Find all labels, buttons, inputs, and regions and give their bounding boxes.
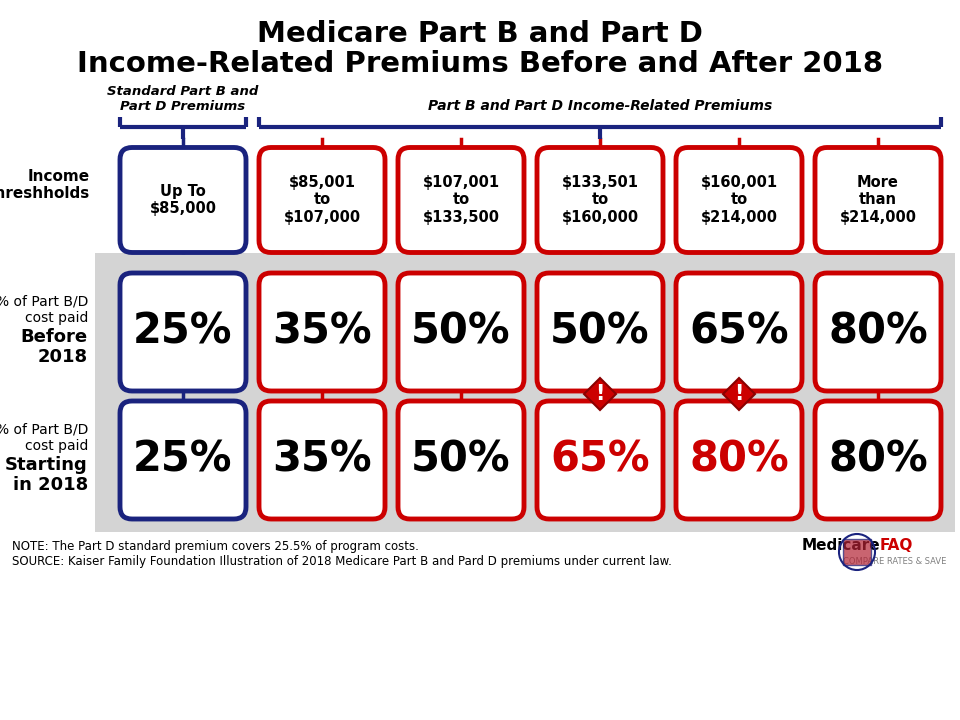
Text: Part B and Part D Income-Related Premiums: Part B and Part D Income-Related Premium… <box>428 99 772 113</box>
Text: 50%: 50% <box>411 311 511 353</box>
FancyBboxPatch shape <box>537 148 663 253</box>
FancyBboxPatch shape <box>398 401 524 519</box>
Text: Before
2018: Before 2018 <box>21 328 88 366</box>
Text: 65%: 65% <box>550 439 650 481</box>
FancyBboxPatch shape <box>537 273 663 391</box>
Text: Income-Related Premiums Before and After 2018: Income-Related Premiums Before and After… <box>77 50 883 78</box>
Text: 35%: 35% <box>273 311 372 353</box>
FancyBboxPatch shape <box>398 273 524 391</box>
Text: $107,001
to
$133,500: $107,001 to $133,500 <box>422 175 499 225</box>
Text: % of Part B/D
cost paid: % of Part B/D cost paid <box>0 295 88 325</box>
FancyBboxPatch shape <box>120 401 246 519</box>
FancyBboxPatch shape <box>120 273 246 391</box>
Text: FAQ: FAQ <box>880 538 913 552</box>
FancyBboxPatch shape <box>676 401 802 519</box>
FancyBboxPatch shape <box>95 253 955 532</box>
FancyBboxPatch shape <box>843 539 871 565</box>
Text: 50%: 50% <box>550 311 650 353</box>
Text: Medicare: Medicare <box>802 538 880 552</box>
Text: !: ! <box>734 384 744 404</box>
Text: 50%: 50% <box>411 439 511 481</box>
Text: NOTE: The Part D standard premium covers 25.5% of program costs.: NOTE: The Part D standard premium covers… <box>12 540 419 553</box>
Text: 65%: 65% <box>689 311 789 353</box>
Text: SOURCE: Kaiser Family Foundation Illustration of 2018 Medicare Part B and Pard D: SOURCE: Kaiser Family Foundation Illustr… <box>12 555 672 568</box>
Text: Income
Threshholds: Income Threshholds <box>0 168 90 201</box>
Text: Up To
$85,000: Up To $85,000 <box>150 184 217 216</box>
Text: $85,001
to
$107,000: $85,001 to $107,000 <box>283 175 361 225</box>
Text: 25%: 25% <box>133 439 232 481</box>
FancyBboxPatch shape <box>120 148 246 253</box>
Text: 80%: 80% <box>828 439 928 481</box>
Text: % of Part B/D
cost paid: % of Part B/D cost paid <box>0 423 88 453</box>
Text: 80%: 80% <box>689 439 789 481</box>
FancyBboxPatch shape <box>259 148 385 253</box>
Text: COMPARE RATES & SAVE: COMPARE RATES & SAVE <box>843 557 947 567</box>
Text: $133,501
to
$160,000: $133,501 to $160,000 <box>562 175 638 225</box>
FancyBboxPatch shape <box>259 401 385 519</box>
FancyBboxPatch shape <box>398 148 524 253</box>
Text: Medicare Part B and Part D: Medicare Part B and Part D <box>257 20 703 48</box>
Text: 25%: 25% <box>133 311 232 353</box>
Text: !: ! <box>595 384 605 404</box>
Text: More
than
$214,000: More than $214,000 <box>839 175 917 225</box>
Text: Starting
in 2018: Starting in 2018 <box>5 456 88 495</box>
FancyBboxPatch shape <box>676 148 802 253</box>
FancyBboxPatch shape <box>259 273 385 391</box>
Text: 35%: 35% <box>273 439 372 481</box>
Polygon shape <box>584 378 616 410</box>
Text: Standard Part B and
Part D Premiums: Standard Part B and Part D Premiums <box>108 85 258 113</box>
Text: 80%: 80% <box>828 311 928 353</box>
FancyBboxPatch shape <box>815 401 941 519</box>
FancyBboxPatch shape <box>815 273 941 391</box>
FancyBboxPatch shape <box>676 273 802 391</box>
FancyBboxPatch shape <box>537 401 663 519</box>
Polygon shape <box>723 378 755 410</box>
Text: $160,001
to
$214,000: $160,001 to $214,000 <box>701 175 778 225</box>
FancyBboxPatch shape <box>815 148 941 253</box>
